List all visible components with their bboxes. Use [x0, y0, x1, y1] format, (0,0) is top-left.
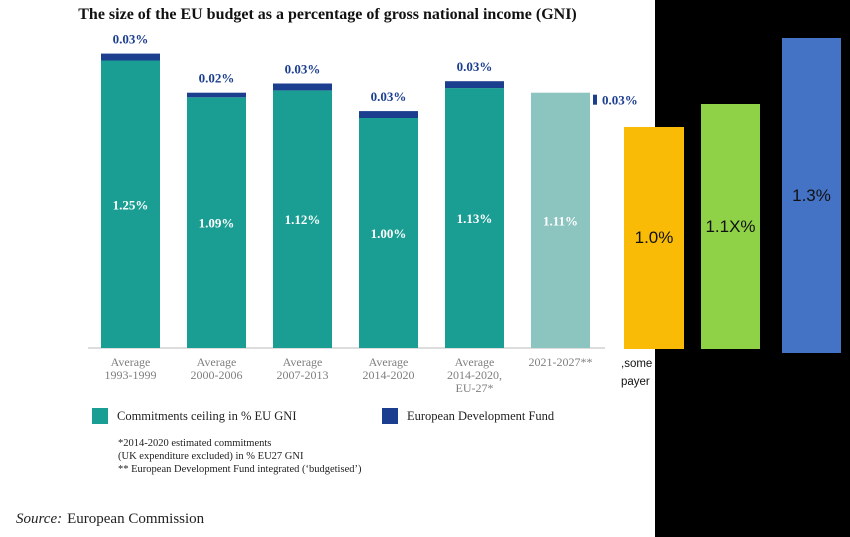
chart-title: The size of the EU budget as a percentag…: [78, 6, 577, 23]
bar-label-commitments: 1.09%: [199, 216, 235, 231]
bar-label-commitments: 1.13%: [457, 211, 493, 226]
bar-edf: [593, 94, 597, 105]
category-label: 2014-2020,: [447, 368, 502, 382]
bar-label-commitments: 1.11%: [543, 213, 578, 228]
bar-label-commitments: 1.25%: [113, 197, 149, 212]
bar-label-edf: 0.03%: [457, 59, 493, 74]
bar-edf: [445, 81, 504, 89]
overlay-bar-label: 1.1X%: [705, 216, 756, 236]
bar-label-commitments: 1.00%: [371, 226, 407, 241]
bar-label-edf: 0.03%: [602, 93, 638, 108]
bar-label-edf: 0.03%: [113, 32, 149, 47]
bar-label-edf: 0.03%: [285, 62, 321, 77]
overlay-bar: 1.1X%: [701, 104, 760, 349]
budget-chart: 1.25%0.03%Average1993-19991.09%0.02%Aver…: [88, 32, 638, 395]
bar-label-commitments: 1.12%: [285, 212, 321, 227]
category-label: 2014-2020: [363, 368, 415, 382]
overlay-bar-label: 1.3%: [792, 185, 831, 205]
overlay-bar-label: 1.0%: [634, 228, 674, 247]
bar-commitments: [273, 90, 332, 349]
category-label: 2021-2027**: [529, 355, 593, 369]
overlay-bar: 1.3%: [782, 38, 841, 353]
source-label: Source:: [16, 511, 63, 527]
legend-label-commitments: Commitments ceiling in % EU GNI: [117, 408, 297, 423]
overlay-bar: 1.0%: [624, 127, 684, 349]
legend-swatch-edf: [382, 408, 398, 424]
category-label: Average: [455, 355, 495, 369]
category-label: 2007-2013: [277, 368, 329, 382]
bar-edf: [187, 92, 246, 98]
footnotes: *2014-2020 estimated commitments (UK exp…: [118, 438, 362, 475]
legend-commitments: Commitments ceiling in % EU GNI: [92, 408, 297, 424]
partial-text-1: ,some: [621, 358, 653, 370]
legend-edf: European Development Fund: [382, 408, 554, 424]
category-label: Average: [111, 355, 151, 369]
bar-commitments: [445, 88, 504, 348]
category-label: Average: [283, 355, 323, 369]
category-label: 1993-1999: [105, 368, 157, 382]
bar-commitments: [531, 92, 590, 348]
source-text: European Commission: [67, 511, 205, 527]
bar-commitments: [359, 118, 418, 348]
bar-edf: [101, 53, 160, 61]
category-label: 2000-2006: [191, 368, 243, 382]
legend-label-edf: European Development Fund: [407, 408, 555, 423]
source-line: Source: European Commission: [16, 511, 204, 528]
bar-label-edf: 0.02%: [199, 71, 235, 86]
bar-edf: [359, 111, 418, 118]
category-label: Average: [369, 355, 409, 369]
partial-text-2: payer: [621, 376, 650, 388]
bar-commitments: [101, 60, 160, 348]
category-label: EU-27*: [456, 381, 494, 395]
bar-edf: [273, 83, 332, 91]
category-label: Average: [197, 355, 237, 369]
legend-swatch-commitments: [92, 408, 108, 424]
bar-commitments: [187, 97, 246, 348]
bar-label-edf: 0.03%: [371, 89, 407, 104]
